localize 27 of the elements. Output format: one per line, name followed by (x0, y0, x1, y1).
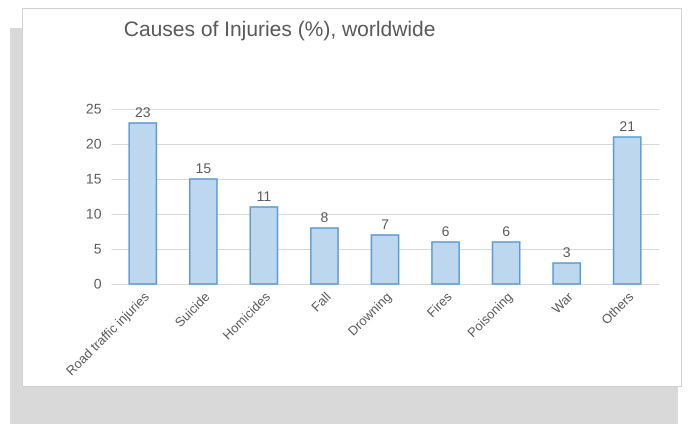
y-tick-label: 15 (86, 170, 102, 186)
bar (310, 227, 339, 285)
bar (370, 234, 400, 285)
bar (552, 262, 582, 285)
data-label: 7 (381, 216, 390, 232)
data-label: 8 (320, 209, 329, 225)
bar (128, 122, 158, 285)
x-tick-label: Fall (308, 289, 334, 315)
y-tick-label: 5 (94, 240, 102, 256)
data-label: 6 (502, 223, 510, 239)
y-tick-label: 0 (94, 276, 102, 292)
data-label: 6 (442, 223, 450, 239)
bar (250, 206, 278, 285)
chart-title: Causes of Injuries (%), worldwide (124, 18, 436, 41)
bar (612, 136, 642, 285)
data-label: 21 (619, 118, 636, 134)
x-tick-label: War (548, 288, 576, 316)
y-tick-label: 20 (86, 136, 102, 152)
data-label: 15 (196, 160, 212, 176)
bar (188, 178, 218, 285)
data-label: 3 (562, 244, 571, 260)
y-tick-label: 10 (86, 206, 102, 222)
bar (492, 241, 520, 285)
data-label: 11 (256, 188, 272, 204)
data-label: 23 (135, 104, 151, 120)
bar (431, 241, 460, 285)
y-tick-label: 25 (86, 100, 102, 116)
